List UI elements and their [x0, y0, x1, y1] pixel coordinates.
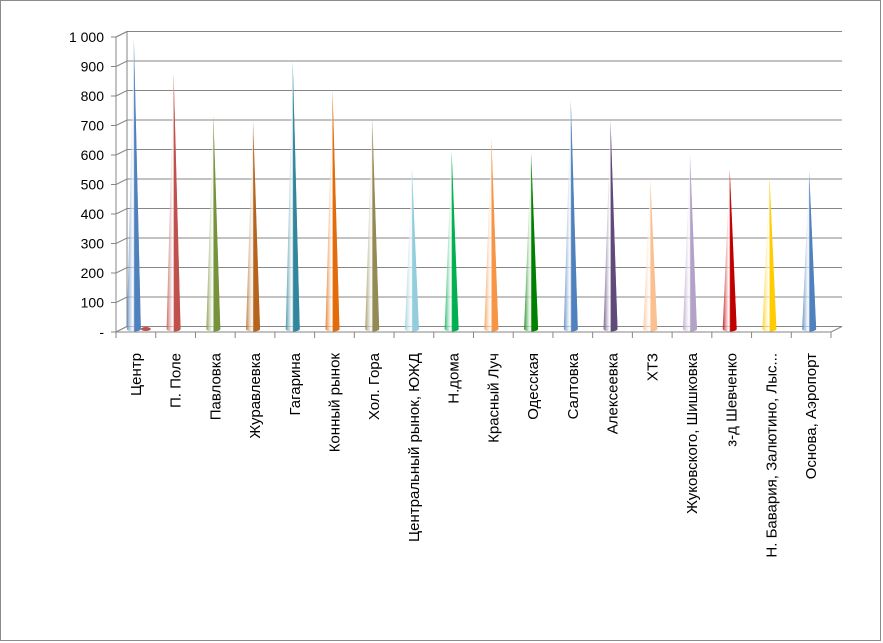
- y-tick-label: 900: [81, 59, 105, 75]
- x-category-label: П. Поле: [168, 353, 185, 408]
- x-category-label: Конный рынок: [326, 353, 343, 453]
- x-category-label: з-д Шевченко: [724, 353, 741, 447]
- cone-bar-shade: [650, 179, 658, 332]
- cone-series: [126, 37, 817, 332]
- gridline: [115, 237, 842, 244]
- gridlines: [115, 31, 842, 303]
- cone-bar-shade: [173, 73, 181, 332]
- x-category-label: Одесская: [525, 353, 542, 420]
- y-tick-label: 1 000: [69, 29, 104, 45]
- x-category-label: Павловка: [207, 352, 224, 420]
- gridline: [115, 119, 842, 126]
- cone-bar-shade: [689, 154, 697, 332]
- gridline: [115, 178, 842, 185]
- cone-bar-shade: [451, 151, 459, 332]
- x-category-label: Н.дома: [446, 352, 463, 403]
- x-category-label: Основа, Аэропорт: [803, 353, 820, 479]
- gridline: [115, 296, 842, 303]
- cone-bar-shade: [729, 169, 737, 332]
- x-category-label: Алексеевка: [605, 352, 622, 434]
- y-tick-label: 400: [81, 206, 105, 222]
- cone-bar-shade: [133, 37, 141, 332]
- x-axis-labels: Центр П. Поле Павловка Журавлевка Гагарина Ко…: [115, 332, 832, 558]
- cone-bar-shade: [570, 99, 578, 332]
- x-category-label: ХТЗ: [644, 353, 661, 381]
- x-category-label: Салтовка: [565, 352, 582, 419]
- y-tick-label: 800: [81, 88, 105, 104]
- x-category-label: Хол. Гора: [366, 352, 383, 420]
- y-tick-label: 600: [81, 147, 105, 163]
- cone-bar-shade: [253, 120, 261, 332]
- x-category-label: Гагарина: [287, 352, 304, 415]
- gridline: [115, 60, 842, 67]
- x-category-label: Центр: [128, 353, 145, 396]
- x-category-label: Жуковского, Шишковка: [684, 352, 701, 514]
- y-tick-label: 200: [81, 265, 105, 281]
- gridline: [115, 267, 842, 274]
- y-tick-label: -: [99, 324, 104, 340]
- cone-bar-shade: [491, 138, 499, 332]
- cone-bar-shade: [372, 117, 380, 332]
- gridline: [115, 208, 842, 215]
- y-tick-label: 700: [81, 118, 105, 134]
- y-tick-label: 100: [81, 295, 105, 311]
- x-category-label: Красный Луч: [485, 353, 502, 443]
- cone-bar-shade: [769, 176, 777, 332]
- y-tick-label: 300: [81, 236, 105, 252]
- cone-bar-shade: [809, 170, 817, 332]
- cone-bar-shade: [292, 61, 300, 332]
- cone-bar-shade: [213, 114, 221, 332]
- cone-bar-shade: [332, 89, 340, 332]
- gridline: [115, 90, 842, 97]
- gridline: [115, 149, 842, 156]
- x-category-label: Н. Бавария, Залютино, Лыс...: [763, 353, 780, 558]
- x-category-label: Журавлевка: [247, 352, 264, 438]
- cone-bar-shade: [411, 167, 419, 332]
- x-category-label: Центральный рынок, ЮЖД: [406, 353, 423, 542]
- y-axis-ticks: - 100 200 300 400 500 600 700 800 900 1 000: [69, 29, 117, 340]
- cone-bar-small: [140, 327, 151, 331]
- cone-bar-shade: [531, 153, 539, 332]
- y-tick-label: 500: [81, 177, 105, 193]
- gridline: [115, 31, 842, 38]
- cone-bar-shade: [610, 120, 618, 332]
